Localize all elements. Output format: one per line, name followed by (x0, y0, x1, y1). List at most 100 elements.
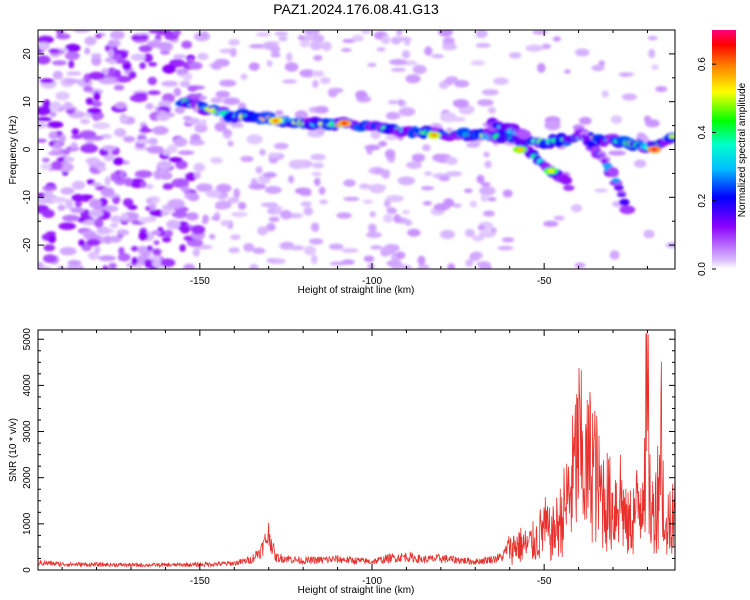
y-tick-label: 0 (22, 567, 33, 573)
noise-blob (452, 203, 462, 208)
colorbar-ticks: 0.0 0.2 0.4 0.6 (697, 57, 716, 276)
noise-blob (148, 30, 164, 34)
noise-blob (131, 35, 143, 41)
noise-blob (140, 181, 147, 189)
noise-blob (211, 61, 222, 70)
noise-blob (501, 237, 515, 243)
noise-blob (541, 43, 551, 50)
colorbar: 0.0 0.2 0.4 0.6 Normalized spectral amplitu… (697, 30, 748, 276)
noise-blob (328, 89, 338, 98)
noise-blob (128, 71, 137, 79)
noise-blob (153, 240, 160, 246)
noise-blob (433, 203, 450, 211)
noise-blob (355, 90, 368, 100)
noise-blob (107, 48, 115, 59)
noise-blob (390, 67, 407, 72)
noise-blob (108, 59, 117, 65)
noise-blob (230, 234, 241, 240)
snr-xlabel: Height of straight line (km) (298, 585, 415, 596)
noise-blob (553, 215, 565, 221)
noise-blob (266, 257, 277, 264)
noise-blob (483, 151, 490, 158)
noise-blob (48, 235, 56, 244)
noise-blob (386, 260, 402, 267)
noise-blob (362, 199, 374, 204)
noise-blob (480, 182, 491, 187)
noise-blob (441, 43, 458, 51)
noise-blob (53, 141, 63, 149)
noise-blob (376, 47, 386, 52)
ridge-halo (517, 129, 531, 140)
noise-blob (397, 176, 416, 186)
noise-blob (51, 160, 63, 171)
ridge-core (668, 134, 675, 139)
noise-blob (41, 157, 50, 163)
noise-blob (422, 144, 431, 152)
noise-blob (314, 177, 321, 186)
noise-blob (65, 199, 74, 210)
snr-ylabel: SNR (10 * v/v) (8, 418, 19, 482)
noise-blob (445, 76, 459, 83)
noise-blob (310, 153, 326, 161)
noise-blob (299, 40, 311, 47)
noise-blob (110, 215, 123, 224)
noise-blob (219, 79, 237, 87)
noise-blob (352, 34, 364, 42)
ridge-halo (563, 184, 575, 191)
noise-blob (608, 150, 626, 156)
noise-blob (108, 235, 122, 243)
peak-point (516, 147, 524, 152)
noise-blob (109, 223, 119, 228)
noise-blob (366, 231, 382, 238)
noise-blob (343, 196, 360, 202)
noise-blob (440, 112, 457, 123)
noise-blob (187, 192, 200, 202)
noise-blob (121, 212, 129, 220)
noise-blob (98, 77, 116, 85)
noise-blob (440, 229, 456, 240)
noise-blob (543, 220, 559, 227)
noise-blob (80, 143, 99, 154)
noise-blob (93, 91, 101, 101)
noise-blob (146, 197, 153, 205)
noise-blob (381, 35, 391, 45)
noise-blob (312, 162, 324, 169)
noise-blob (98, 255, 116, 262)
noise-blob (246, 134, 263, 145)
noise-blob (508, 52, 522, 59)
noise-blob (424, 171, 433, 176)
colorbar-gradient (712, 30, 736, 269)
noise-blob (484, 160, 492, 169)
noise-blob (609, 250, 620, 260)
colorbar-tick-label: 0.0 (697, 262, 708, 276)
noise-blob (116, 229, 130, 236)
noise-blob (397, 99, 404, 107)
noise-blob (123, 198, 134, 208)
noise-blob (107, 39, 116, 48)
x-tick-label: -100 (362, 576, 382, 587)
noise-blob (148, 137, 158, 145)
noise-blob (445, 156, 458, 165)
noise-blob (255, 166, 263, 174)
noise-blob (368, 223, 377, 233)
noise-blob (643, 229, 655, 239)
noise-blob (124, 177, 133, 187)
noise-blob (288, 159, 306, 170)
x-tick-label: -50 (537, 276, 552, 287)
noise-blob (75, 200, 82, 208)
noise-blob (191, 225, 206, 235)
noise-blob (312, 79, 319, 89)
noise-blob (268, 216, 280, 222)
noise-blob (402, 210, 410, 215)
noise-blob (238, 102, 247, 111)
noise-blob (214, 122, 227, 132)
noise-blob (145, 183, 154, 190)
noise-blob (107, 67, 117, 75)
noise-blob (89, 198, 102, 209)
noise-blob (57, 266, 65, 269)
x-tick-label: -100 (362, 276, 382, 287)
noise-blob (179, 244, 186, 252)
noise-blob (166, 219, 181, 230)
noise-blob (470, 60, 486, 66)
